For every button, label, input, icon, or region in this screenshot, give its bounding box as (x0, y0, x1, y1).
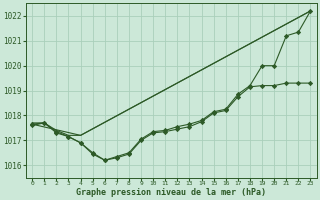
X-axis label: Graphe pression niveau de la mer (hPa): Graphe pression niveau de la mer (hPa) (76, 188, 266, 197)
